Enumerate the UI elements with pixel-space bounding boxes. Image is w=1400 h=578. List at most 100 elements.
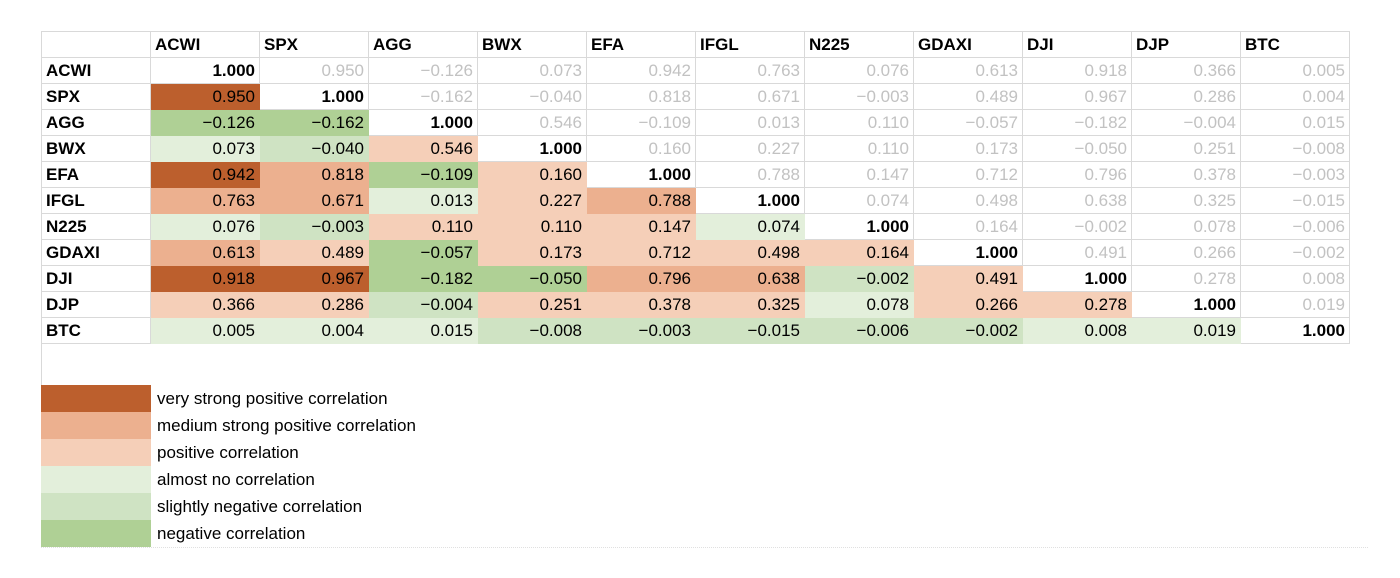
table-row: DJP 0.366 0.286 −0.004 0.251 0.378 0.325 0.078 0… [41, 291, 1350, 318]
correlation-cell: 0.286 [1131, 83, 1241, 110]
row-header: ACWI [41, 57, 151, 84]
correlation-cell: 0.967 [259, 265, 369, 292]
correlation-cell: 0.005 [1240, 57, 1350, 84]
correlation-cell: 0.918 [150, 265, 260, 292]
correlation-cell: −0.162 [368, 83, 478, 110]
correlation-cell: 0.671 [259, 187, 369, 214]
correlation-cell: −0.004 [368, 291, 478, 318]
correlation-cell: 0.942 [150, 161, 260, 188]
legend-item: medium strong positive correlation [41, 412, 416, 439]
correlation-cell: 0.638 [695, 265, 805, 292]
correlation-cell: 0.613 [150, 239, 260, 266]
correlation-cell: 0.546 [368, 135, 478, 162]
correlation-cell: 0.498 [913, 187, 1023, 214]
row-header: IFGL [41, 187, 151, 214]
correlation-cell: 0.110 [368, 213, 478, 240]
correlation-cell: 0.110 [804, 135, 914, 162]
correlation-cell: 0.950 [150, 83, 260, 110]
correlation-cell: 0.013 [695, 109, 805, 136]
correlation-cell: 0.788 [695, 161, 805, 188]
correlation-cell: 0.073 [150, 135, 260, 162]
correlation-cell: 0.796 [586, 265, 696, 292]
correlation-cell: 0.013 [368, 187, 478, 214]
correlation-cell: 0.638 [1022, 187, 1132, 214]
correlation-cell: −0.057 [368, 239, 478, 266]
correlation-cell: 0.005 [150, 317, 260, 344]
table-row: BWX 0.073 −0.040 0.546 1.000 0.160 0.227 0.110 0… [41, 135, 1350, 162]
correlation-cell: −0.126 [150, 109, 260, 136]
correlation-cell: 0.019 [1131, 317, 1241, 344]
correlation-cell: −0.109 [586, 109, 696, 136]
correlation-cell: −0.040 [477, 83, 587, 110]
legend: very strong positive correlation medium s… [41, 385, 416, 547]
correlation-cell: 0.227 [477, 187, 587, 214]
correlation-cell: 0.078 [1131, 213, 1241, 240]
correlation-cell: 0.378 [1131, 161, 1241, 188]
correlation-cell: −0.006 [1240, 213, 1350, 240]
correlation-cell: −0.050 [1022, 135, 1132, 162]
legend-label: slightly negative correlation [157, 496, 363, 516]
correlation-cell: 0.950 [259, 57, 369, 84]
correlation-cell: 0.671 [695, 83, 805, 110]
spacer-row [41, 343, 1350, 388]
correlation-cell: 0.763 [150, 187, 260, 214]
correlation-cell: 0.378 [586, 291, 696, 318]
column-header: IFGL [695, 31, 805, 58]
correlation-cell: 0.015 [368, 317, 478, 344]
correlation-cell: 0.491 [913, 265, 1023, 292]
correlation-cell: 1.000 [1022, 265, 1132, 292]
correlation-cell: 1.000 [477, 135, 587, 162]
legend-item: negative correlation [41, 520, 416, 547]
correlation-cell: 0.076 [150, 213, 260, 240]
correlation-cell: 0.251 [1131, 135, 1241, 162]
correlation-cell: 0.613 [913, 57, 1023, 84]
row-header: AGG [41, 109, 151, 136]
correlation-cell: 0.818 [586, 83, 696, 110]
column-header: BTC [1240, 31, 1350, 58]
correlation-cell: −0.015 [695, 317, 805, 344]
correlation-cell: −0.002 [1240, 239, 1350, 266]
column-header: AGG [368, 31, 478, 58]
table-row: DJI 0.918 0.967 −0.182 −0.050 0.796 0.638 −0.00… [41, 265, 1350, 292]
correlation-cell: 0.763 [695, 57, 805, 84]
correlation-cell: 0.498 [695, 239, 805, 266]
correlation-cell: −0.008 [477, 317, 587, 344]
correlation-cell: 0.173 [477, 239, 587, 266]
correlation-cell: 0.796 [1022, 161, 1132, 188]
correlation-cell: 0.147 [586, 213, 696, 240]
correlation-cell: 0.008 [1240, 265, 1350, 292]
legend-item: very strong positive correlation [41, 385, 416, 412]
correlation-cell: −0.003 [259, 213, 369, 240]
correlation-cell: −0.182 [1022, 109, 1132, 136]
correlation-cell: 0.073 [477, 57, 587, 84]
correlation-cell: 0.164 [913, 213, 1023, 240]
spacer-cell [41, 343, 1350, 388]
row-header: EFA [41, 161, 151, 188]
correlation-cell: 0.015 [1240, 109, 1350, 136]
legend-swatch [41, 385, 151, 412]
legend-label: negative correlation [157, 523, 306, 543]
correlation-cell: −0.002 [1022, 213, 1132, 240]
table-row: GDAXI 0.613 0.489 −0.057 0.173 0.712 0.498 0.16… [41, 239, 1350, 266]
legend-item: slightly negative correlation [41, 493, 416, 520]
legend-label: very strong positive correlation [157, 388, 388, 408]
correlation-cell: 1.000 [150, 57, 260, 84]
correlation-cell: 0.004 [1240, 83, 1350, 110]
correlation-cell: 0.278 [1022, 291, 1132, 318]
column-header: BWX [477, 31, 587, 58]
correlation-cell: 0.160 [586, 135, 696, 162]
correlation-cell: 0.967 [1022, 83, 1132, 110]
correlation-cell: 0.110 [804, 109, 914, 136]
table-row: BTC 0.005 0.004 0.015 −0.008 −0.003 −0.015 −0.0… [41, 317, 1350, 344]
correlation-cell: −0.004 [1131, 109, 1241, 136]
correlation-cell: 1.000 [913, 239, 1023, 266]
table-row: EFA 0.942 0.818 −0.109 0.160 1.000 0.788 0.147 0… [41, 161, 1350, 188]
correlation-cell: 0.712 [586, 239, 696, 266]
row-header: N225 [41, 213, 151, 240]
correlation-cell: 0.491 [1022, 239, 1132, 266]
correlation-cell: 1.000 [368, 109, 478, 136]
table-row: N225 0.076 −0.003 0.110 0.110 0.147 0.074 1.000… [41, 213, 1350, 240]
correlation-cell: 1.000 [695, 187, 805, 214]
row-header: BWX [41, 135, 151, 162]
divider [41, 547, 1368, 548]
